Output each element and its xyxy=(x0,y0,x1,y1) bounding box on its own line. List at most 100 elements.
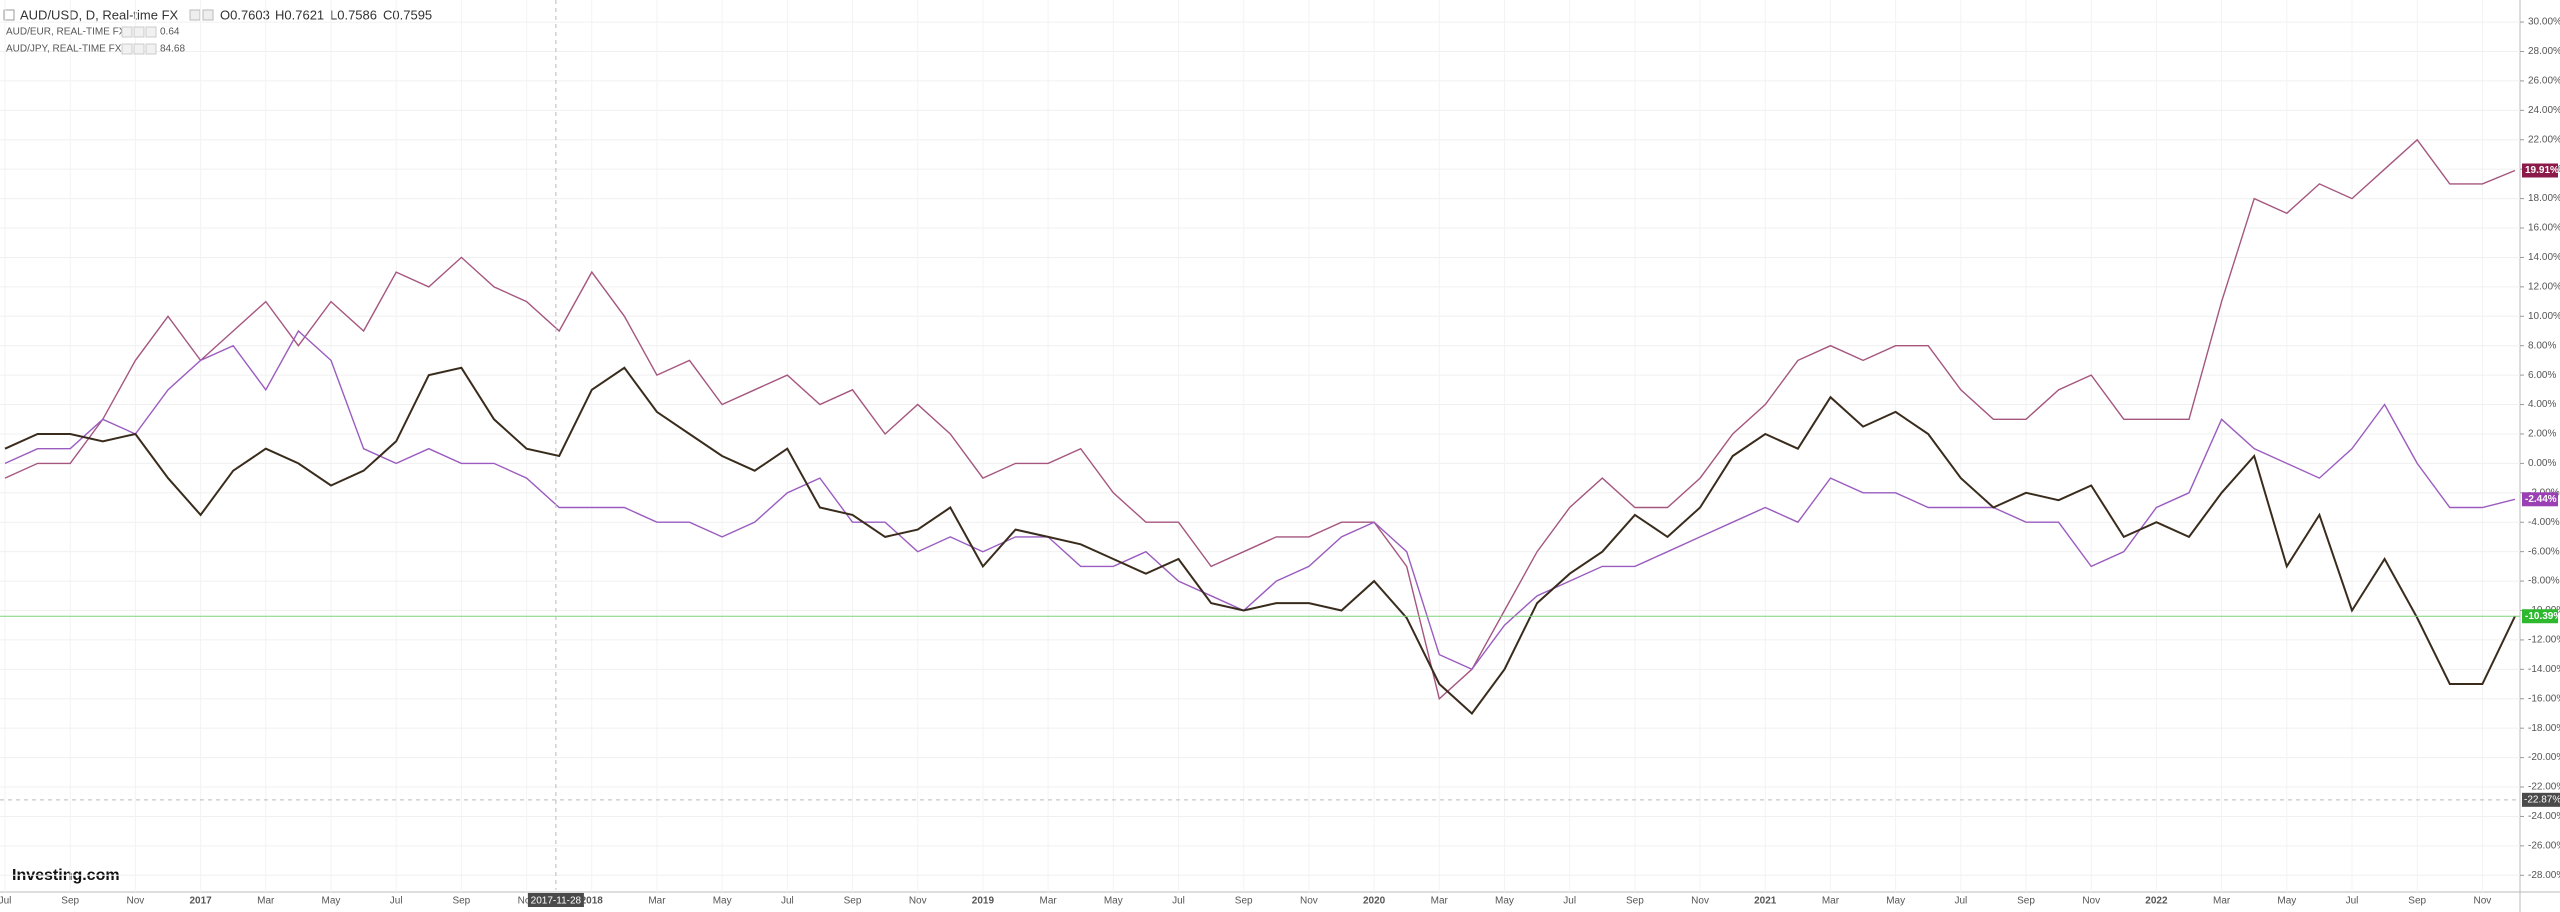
x-tick-label: Nov xyxy=(909,896,927,907)
x-tick-label: Jul xyxy=(0,896,11,907)
x-tick-label: May xyxy=(322,896,341,907)
x-tick-label: 2021 xyxy=(1754,896,1777,907)
y-tick-label: 28.00% xyxy=(2528,46,2560,57)
legend-icon xyxy=(133,26,145,38)
x-tick-label: 2019 xyxy=(972,896,995,907)
x-tick-label: Jul xyxy=(2346,896,2359,907)
x-tick-label: Mar xyxy=(257,896,275,907)
value-tag-label: -10.39% xyxy=(2525,611,2560,622)
x-tick-label: Jul xyxy=(1563,896,1576,907)
y-tick-label: 0.00% xyxy=(2528,458,2556,469)
value-tag xyxy=(2522,492,2558,507)
y-tick-label: -20.00% xyxy=(2528,752,2560,763)
x-tick-label: Nov xyxy=(518,896,536,907)
x-tick-label: Sep xyxy=(61,896,79,907)
legend-label: AUD/JPY, REAL-TIME FX xyxy=(6,44,122,55)
legend-label: AUD/EUR, REAL-TIME FX xyxy=(6,27,126,38)
y-tick-label: 16.00% xyxy=(2528,223,2560,234)
x-tick-label: Jul xyxy=(781,896,794,907)
x-tick-label: Sep xyxy=(2017,896,2035,907)
legend-icon xyxy=(121,43,133,55)
x-tick-label: 2020 xyxy=(1363,896,1386,907)
x-tick-label: May xyxy=(1886,896,1905,907)
x-tick-label: Jul xyxy=(1954,896,1967,907)
y-tick-label: -18.00% xyxy=(2528,723,2560,734)
value-tag xyxy=(2522,163,2558,178)
series-line xyxy=(4,366,2516,715)
crosshair-date: 2017-11-28 xyxy=(531,896,582,907)
x-tick-label: Jul xyxy=(1172,896,1185,907)
y-tick-label: -24.00% xyxy=(2528,811,2560,822)
x-tick-label: Sep xyxy=(1626,896,1644,907)
x-tick-label: 2017 xyxy=(189,896,212,907)
y-tick-label: -28.00% xyxy=(2528,870,2560,881)
x-tick-label: Mar xyxy=(648,896,666,907)
x-tick-label: May xyxy=(713,896,732,907)
legend-icon xyxy=(121,26,133,38)
y-tick-label: 8.00% xyxy=(2528,340,2556,351)
legend-value: 0.64 xyxy=(160,27,180,38)
x-tick-label: Nov xyxy=(2082,896,2100,907)
y-tick-label: -4.00% xyxy=(2528,517,2560,528)
y-tick-label: -6.00% xyxy=(2528,546,2560,557)
y-tick-label: -26.00% xyxy=(2528,841,2560,852)
legend-icon xyxy=(145,43,157,55)
series-line xyxy=(4,329,2516,671)
x-tick-label: Sep xyxy=(2408,896,2426,907)
y-tick-label: 10.00% xyxy=(2528,311,2560,322)
y-tick-label: -14.00% xyxy=(2528,664,2560,675)
y-tick-label: -12.00% xyxy=(2528,635,2560,646)
x-tick-label: Mar xyxy=(1822,896,1840,907)
y-tick-label: 6.00% xyxy=(2528,370,2556,381)
low-value: L0.7586 xyxy=(330,7,377,22)
x-tick-label: Mar xyxy=(1039,896,1057,907)
x-tick-label: Nov xyxy=(126,896,144,907)
crosshair-value: -22.87% xyxy=(2524,794,2560,805)
series-line xyxy=(4,138,2516,701)
y-tick-label: -22.00% xyxy=(2528,782,2560,793)
x-tick-label: Sep xyxy=(1235,896,1253,907)
legend-value: 84.68 xyxy=(160,44,185,55)
symbol-title: AUD/USD, D, Real-time FX xyxy=(20,7,179,22)
legend-icon xyxy=(145,26,157,38)
close-icon[interactable] xyxy=(202,9,214,21)
x-tick-label: Sep xyxy=(844,896,862,907)
crosshair-value-tag xyxy=(2522,792,2560,807)
value-tag xyxy=(2522,609,2558,624)
x-tick-label: 2022 xyxy=(2145,896,2168,907)
x-tick-label: May xyxy=(2277,896,2296,907)
y-tick-label: 14.00% xyxy=(2528,252,2560,263)
y-tick-label: 30.00% xyxy=(2528,17,2560,28)
x-tick-label: Mar xyxy=(2213,896,2231,907)
x-tick-label: Mar xyxy=(1431,896,1449,907)
y-tick-label: 26.00% xyxy=(2528,76,2560,87)
x-tick-label: Jul xyxy=(390,896,403,907)
y-tick-label: 24.00% xyxy=(2528,105,2560,116)
x-tick-label: 2018 xyxy=(581,896,604,907)
x-tick-label: Nov xyxy=(2474,896,2492,907)
x-tick-label: Nov xyxy=(1300,896,1318,907)
y-tick-label: 12.00% xyxy=(2528,282,2560,293)
y-tick-label: 2.00% xyxy=(2528,429,2556,440)
value-tag-label: -2.44% xyxy=(2525,494,2557,505)
high-value: H0.7621 xyxy=(275,7,324,22)
value-tag-label: 19.91% xyxy=(2525,165,2559,176)
y-tick-label: -8.00% xyxy=(2528,576,2560,587)
x-tick-label: May xyxy=(1104,896,1123,907)
x-tick-label: May xyxy=(1495,896,1514,907)
x-tick-label: Nov xyxy=(1691,896,1709,907)
y-tick-label: -16.00% xyxy=(2528,693,2560,704)
y-tick-label: 4.00% xyxy=(2528,399,2556,410)
y-tick-label: 22.00% xyxy=(2528,134,2560,145)
collapse-icon[interactable] xyxy=(3,9,15,21)
crosshair-date-tag xyxy=(527,893,584,907)
settings-icon[interactable] xyxy=(189,9,201,21)
x-tick-label: Sep xyxy=(452,896,470,907)
y-tick-label: 18.00% xyxy=(2528,193,2560,204)
open-value: O0.7603 xyxy=(220,7,270,22)
legend-icon xyxy=(133,43,145,55)
close-value: C0.7595 xyxy=(383,7,432,22)
